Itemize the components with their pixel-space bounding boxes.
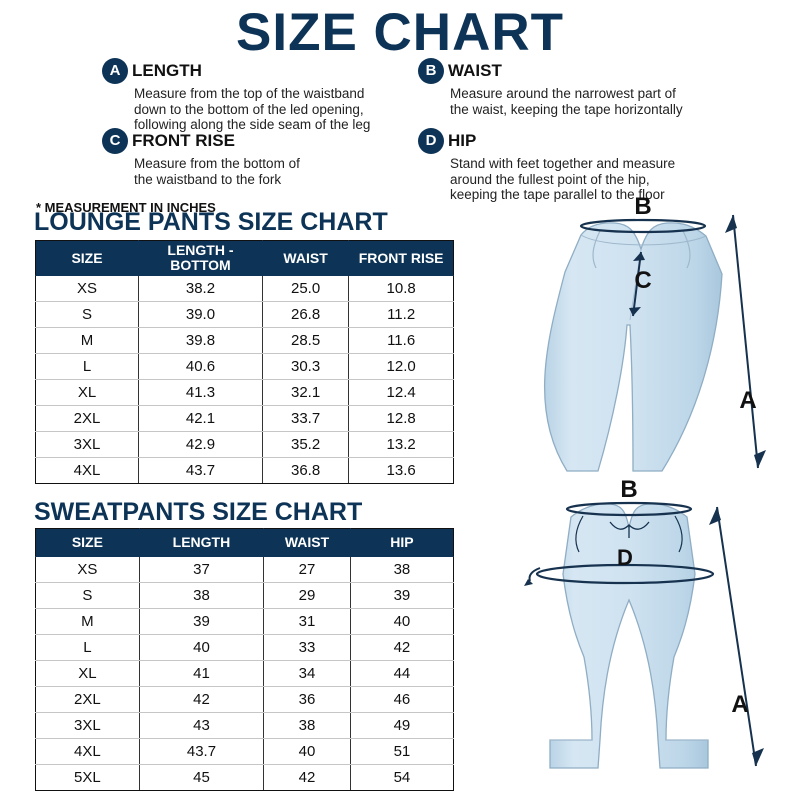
svg-text:C: C xyxy=(634,267,651,294)
svg-text:B: B xyxy=(634,193,651,220)
svg-text:A: A xyxy=(739,387,756,414)
svg-text:B: B xyxy=(620,476,637,503)
svg-text:A: A xyxy=(731,691,748,718)
svg-text:D: D xyxy=(617,545,633,570)
